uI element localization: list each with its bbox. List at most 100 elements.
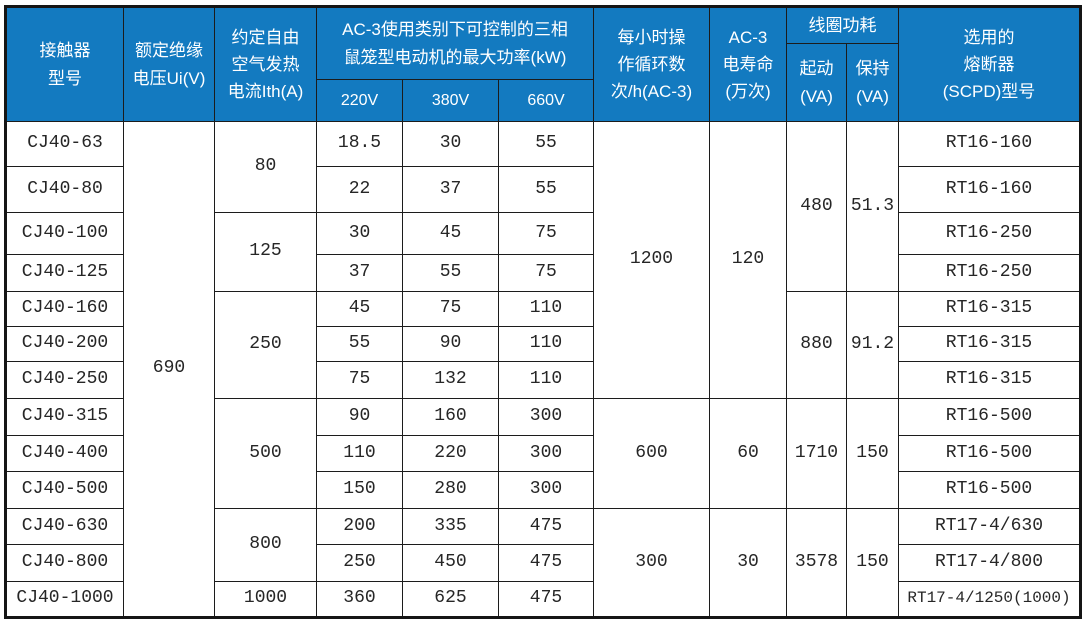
cell-fuse: RT16-500	[898, 471, 1081, 509]
header-thermal-current: 约定自由 空气发热 电流Ith(A)	[214, 6, 317, 122]
cell-fuse: RT17-4/630	[898, 508, 1081, 545]
cell-model: CJ40-630	[5, 508, 124, 545]
header-380v: 380V	[402, 79, 499, 122]
cell-ith: 80	[214, 121, 317, 213]
table-row: CJ40-63 690 80 18.5 30 55 1200 120 480 5…	[5, 121, 1081, 618]
cell-coil-start: 480	[786, 121, 847, 292]
header-model: 接触器 型号	[5, 6, 124, 122]
header-fuse: 选用的 熔断器 (SCPD)型号	[898, 6, 1081, 122]
cell-ui-voltage: 690	[123, 121, 215, 618]
cell-fuse: RT16-315	[898, 361, 1081, 399]
cell-power-380: 160	[402, 398, 499, 436]
table-row: CJ40-800 250 450 475 RT17-4/800	[5, 544, 1081, 582]
table-row: CJ40-80 22 37 55 RT16-160	[5, 166, 1081, 213]
cell-power-380: 90	[402, 326, 499, 362]
cell-fuse: RT16-160	[898, 166, 1081, 213]
cell-coil-start: 3578	[786, 508, 847, 618]
header-ac3-power: AC-3使用类别下可控制的三相 鼠笼型电动机的最大功率(kW)	[316, 6, 594, 80]
cell-model: CJ40-80	[5, 166, 124, 213]
cell-fuse: RT17-4/800	[898, 544, 1081, 582]
table-row: CJ40-400 110 220 300 RT16-500	[5, 435, 1081, 472]
cell-power-660: 75	[498, 212, 594, 255]
table-row: CJ40-630 800 200 335 475 300 30 3578 150…	[5, 508, 1081, 618]
cell-power-220: 18.5	[316, 121, 403, 167]
cell-power-220: 110	[316, 435, 403, 472]
cell-fuse: RT16-500	[898, 398, 1081, 436]
cell-coil-start: 1710	[786, 398, 847, 509]
cell-model: CJ40-160	[5, 291, 124, 327]
cell-power-660: 300	[498, 398, 594, 436]
cell-power-220: 22	[316, 166, 403, 213]
cell-coil-hold: 150	[846, 398, 899, 509]
cell-model: CJ40-125	[5, 254, 124, 292]
header-coil-start: 起动 (VA)	[786, 43, 847, 122]
cell-coil-hold: 51.3	[846, 121, 899, 292]
cell-coil-start: 880	[786, 291, 847, 399]
contactor-spec-table: 接触器 型号 额定绝缘 电压Ui(V) 约定自由 空气发热 电流Ith(A) A…	[4, 5, 1082, 619]
cell-cycles: 1200	[593, 121, 710, 399]
cell-power-660: 475	[498, 581, 594, 618]
cell-power-220: 250	[316, 544, 403, 582]
cell-power-660: 475	[498, 508, 594, 545]
cell-model: CJ40-400	[5, 435, 124, 472]
cell-fuse: RT16-315	[898, 291, 1081, 327]
cell-model: CJ40-250	[5, 361, 124, 399]
cell-power-220: 360	[316, 581, 403, 618]
cell-power-660: 300	[498, 435, 594, 472]
cell-ith: 500	[214, 398, 317, 509]
cell-model: CJ40-200	[5, 326, 124, 362]
table-row: CJ40-100 125 30 45 75 RT16-250	[5, 212, 1081, 292]
cell-power-660: 475	[498, 544, 594, 582]
cell-model: CJ40-1000	[5, 581, 124, 618]
header-220v: 220V	[316, 79, 403, 122]
cell-power-380: 75	[402, 291, 499, 327]
cell-coil-hold: 150	[846, 508, 899, 618]
cell-life: 120	[709, 121, 787, 399]
cell-fuse: RT16-250	[898, 212, 1081, 255]
cell-power-220: 45	[316, 291, 403, 327]
cell-cycles: 300	[593, 508, 710, 618]
cell-life: 30	[709, 508, 787, 618]
cell-power-380: 220	[402, 435, 499, 472]
cell-power-380: 335	[402, 508, 499, 545]
header-coil-hold: 保持 (VA)	[846, 43, 899, 122]
cell-power-380: 45	[402, 212, 499, 255]
table-row: CJ40-1000 1000 360 625 475 RT17-4/1250(1…	[5, 581, 1081, 618]
table-row: CJ40-200 55 90 110 RT16-315	[5, 326, 1081, 362]
table-row: CJ40-250 75 132 110 RT16-315	[5, 361, 1081, 399]
cell-power-220: 37	[316, 254, 403, 292]
cell-power-660: 110	[498, 291, 594, 327]
cell-power-220: 30	[316, 212, 403, 255]
cell-fuse: RT16-250	[898, 254, 1081, 292]
cell-power-220: 150	[316, 471, 403, 509]
cell-ith: 800	[214, 508, 317, 582]
header-electrical-life: AC-3 电寿命 (万次)	[709, 6, 787, 122]
cell-ith: 125	[214, 212, 317, 292]
header-cycles: 每小时操 作循环数 次/h(AC-3)	[593, 6, 710, 122]
cell-power-660: 55	[498, 121, 594, 167]
cell-power-220: 55	[316, 326, 403, 362]
table-row: CJ40-160 250 45 75 110 880 91.2 RT16-315	[5, 291, 1081, 399]
cell-power-660: 55	[498, 166, 594, 213]
cell-life: 60	[709, 398, 787, 509]
cell-power-660: 110	[498, 361, 594, 399]
header-coil-power: 线圈功耗	[786, 6, 899, 44]
cell-ith: 1000	[214, 581, 317, 618]
cell-power-660: 75	[498, 254, 594, 292]
table-row: CJ40-315 500 90 160 300 600 60 1710 150 …	[5, 398, 1081, 509]
cell-model: CJ40-800	[5, 544, 124, 582]
cell-fuse: RT16-160	[898, 121, 1081, 167]
table-row: CJ40-500 150 280 300 RT16-500	[5, 471, 1081, 509]
cell-power-380: 55	[402, 254, 499, 292]
cell-cycles: 600	[593, 398, 710, 509]
cell-fuse: RT16-500	[898, 435, 1081, 472]
cell-power-220: 75	[316, 361, 403, 399]
header-rated-voltage: 额定绝缘 电压Ui(V)	[123, 6, 215, 122]
cell-model: CJ40-500	[5, 471, 124, 509]
cell-ith: 250	[214, 291, 317, 399]
cell-power-380: 37	[402, 166, 499, 213]
table-row: CJ40-125 37 55 75 RT16-250	[5, 254, 1081, 292]
cell-power-380: 625	[402, 581, 499, 618]
cell-power-380: 132	[402, 361, 499, 399]
